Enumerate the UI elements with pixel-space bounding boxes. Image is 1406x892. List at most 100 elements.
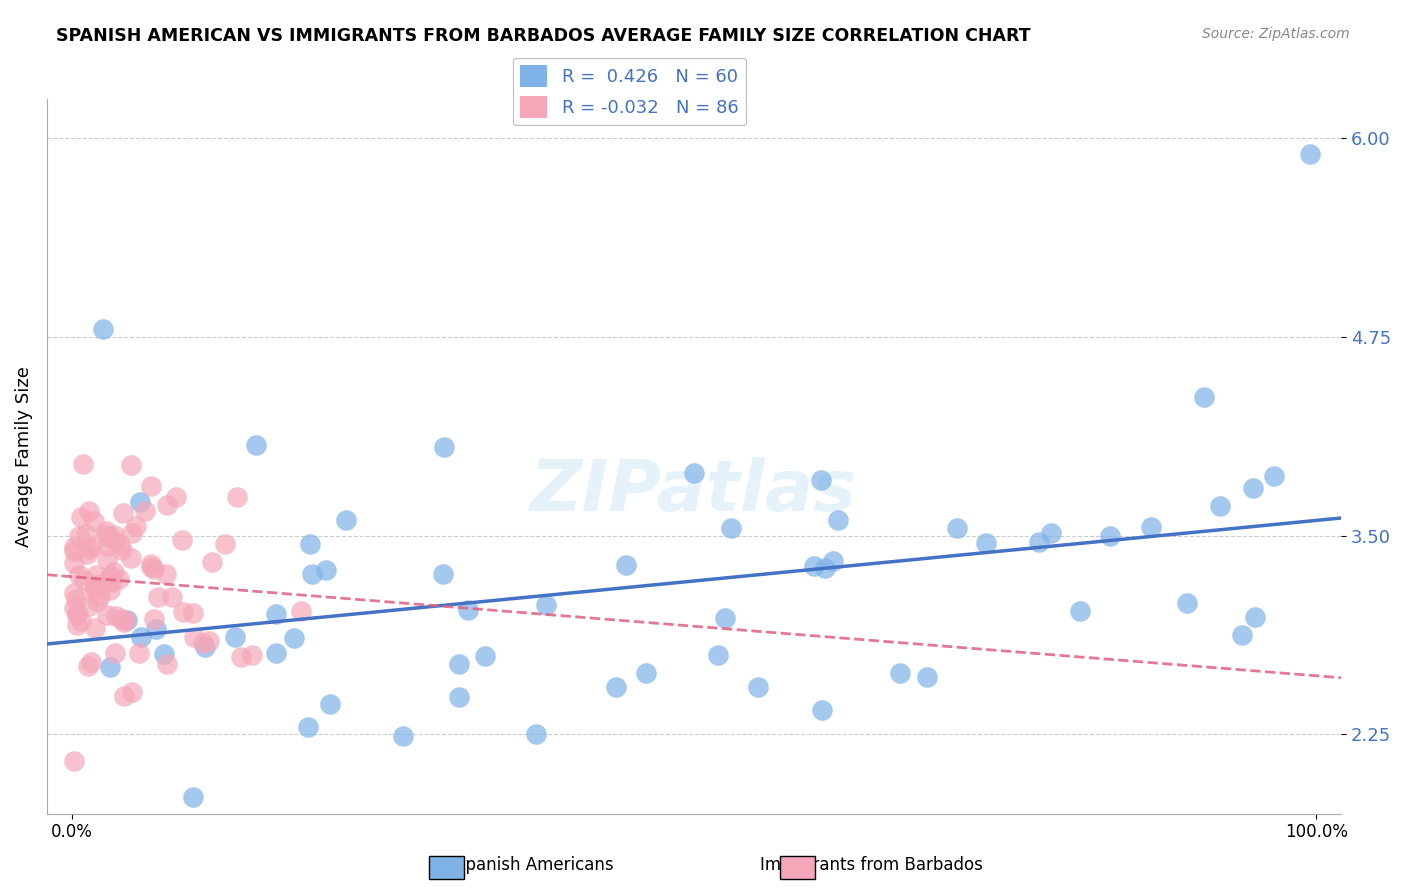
Point [616, 558, 638, 572]
Point [86, 593, 108, 607]
Point [139, 479, 162, 493]
Point [534, 598, 557, 612]
Point [65, 591, 87, 606]
Point [83, 582, 105, 596]
Point [76, 547, 98, 561]
Text: Source: ZipAtlas.com: Source: ZipAtlas.com [1202, 27, 1350, 41]
Point [714, 611, 737, 625]
Point [84, 621, 107, 635]
Point [240, 648, 263, 662]
Point [145, 622, 167, 636]
Point [108, 572, 131, 586]
Point [121, 526, 143, 541]
Point [72, 457, 94, 471]
Point [98, 660, 121, 674]
Point [915, 670, 938, 684]
Point [392, 729, 415, 743]
Point [155, 498, 177, 512]
Point [299, 537, 322, 551]
Point [63, 585, 86, 599]
Point [91, 576, 114, 591]
Point [266, 607, 288, 621]
Point [457, 603, 479, 617]
Point [605, 681, 627, 695]
Text: SPANISH AMERICAN VS IMMIGRANTS FROM BARBADOS AVERAGE FAMILY SIZE CORRELATION CHA: SPANISH AMERICAN VS IMMIGRANTS FROM BARB… [56, 27, 1031, 45]
Point [1230, 628, 1253, 642]
Point [433, 441, 456, 455]
Point [63, 755, 86, 769]
Point [83, 583, 105, 598]
Point [821, 554, 844, 568]
Point [524, 727, 547, 741]
Point [105, 608, 128, 623]
Point [63, 556, 86, 570]
Point [889, 665, 911, 680]
Point [83, 578, 105, 592]
Point [1175, 596, 1198, 610]
Point [134, 504, 156, 518]
Point [335, 512, 357, 526]
Point [160, 590, 183, 604]
Point [104, 534, 127, 549]
Point [1140, 520, 1163, 534]
Point [82, 540, 104, 554]
Point [319, 697, 342, 711]
Point [197, 633, 219, 648]
Point [112, 689, 135, 703]
Point [155, 567, 177, 582]
Point [101, 575, 124, 590]
Point [1028, 534, 1050, 549]
Point [96, 608, 118, 623]
Point [224, 630, 246, 644]
Point [66, 618, 89, 632]
Point [146, 590, 169, 604]
Point [172, 605, 194, 619]
Point [120, 458, 142, 472]
Point [1194, 390, 1216, 404]
Point [128, 646, 150, 660]
Point [474, 649, 496, 664]
Point [70, 614, 93, 628]
Point [945, 521, 967, 535]
Point [156, 657, 179, 672]
Point [1069, 604, 1091, 618]
Point [83, 514, 105, 528]
Point [114, 613, 136, 627]
Point [80, 655, 103, 669]
Point [77, 542, 100, 557]
Point [214, 537, 236, 551]
Point [720, 521, 742, 535]
Point [1241, 481, 1264, 495]
Point [1040, 525, 1063, 540]
Point [683, 466, 706, 480]
Point [97, 539, 120, 553]
Text: Immigrants from Barbados: Immigrants from Barbados [761, 856, 983, 874]
Point [193, 640, 215, 654]
Point [1299, 147, 1322, 161]
Point [266, 646, 288, 660]
Point [297, 720, 319, 734]
Point [183, 606, 205, 620]
Point [77, 659, 100, 673]
Point [283, 632, 305, 646]
Point [110, 538, 132, 552]
Point [1209, 499, 1232, 513]
Point [120, 550, 142, 565]
Point [100, 569, 122, 583]
Point [63, 601, 86, 615]
Point [124, 519, 146, 533]
Point [170, 533, 193, 548]
Point [143, 562, 166, 576]
Point [245, 438, 267, 452]
Point [89, 589, 111, 603]
Point [747, 680, 769, 694]
Point [290, 604, 312, 618]
Point [141, 558, 163, 572]
Point [66, 606, 89, 620]
Point [810, 473, 832, 487]
Point [103, 565, 125, 579]
Point [67, 528, 90, 542]
Point [225, 490, 247, 504]
Point [974, 536, 997, 550]
Point [131, 630, 153, 644]
